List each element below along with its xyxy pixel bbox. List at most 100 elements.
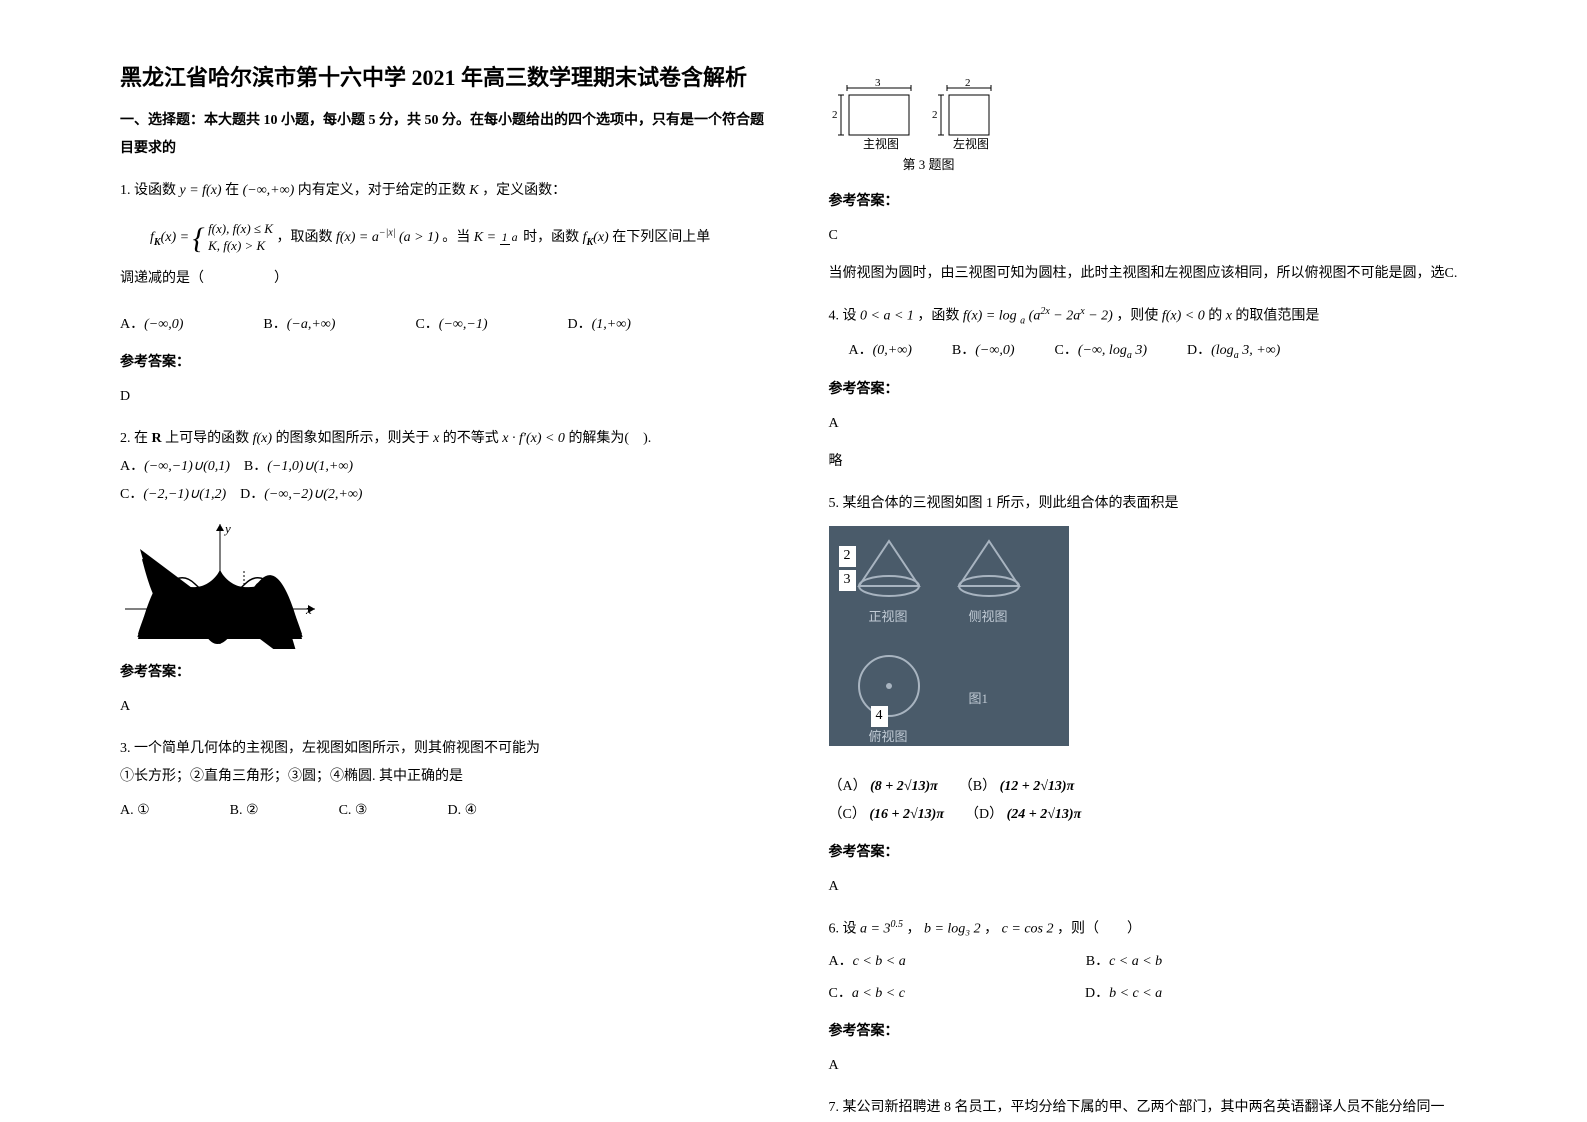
section-header: 一、选择题：本大题共 10 小题，每小题 5 分，共 50 分。在每小题给出的四… [120,107,769,163]
q5-n3: 3 [839,570,856,591]
q3-answer-label: 参考答案： [829,188,1478,216]
question-6: 6. 设 a = 30.5 ， b = log₃ 2 ， c = cos 2 ，… [829,915,1478,1080]
q4-optDa: (log [1211,343,1234,358]
q3-caption: 第 3 题图 [829,152,1029,178]
q2-tick-n2: -2 [166,613,175,625]
q2-tick-n1: -1 [190,613,199,625]
q6-answer-label: 参考答案： [829,1018,1478,1046]
q4-stem-b: ，函数 [917,309,963,324]
q6-Cl: C． [829,986,852,1001]
q1-tail-d: 在下列区间上单 [612,230,710,245]
q6-stem-b: ，则（ ） [1057,922,1141,937]
q2-optD: (−∞,−2)∪(2,+∞) [264,487,362,502]
optD-label: D． [567,317,591,332]
q4-exp1: 2x [1040,306,1049,317]
q1-piece2: K, f(x) > K [208,238,265,253]
q2-ylabel: y [223,521,231,536]
q7-stem: 7. 某公司新招聘进 8 名员工，平均分给下属的甲、乙两个部门，其中两名英语翻译… [829,1094,1478,1122]
q6-optD: b < c < a [1109,986,1162,1001]
q2-R: R [152,431,162,446]
q4-stem-c: ，则使 [1116,309,1162,324]
brace-icon: { [193,228,205,249]
page-title: 黑龙江省哈尔滨市第十六中学 2021 年高三数学理期末试卷含解析 [120,60,769,95]
q2-stem-b: 上可导的函数 [165,431,253,446]
q5-front: 正视图 [869,604,908,630]
q5-Bl: （B） [959,779,996,794]
q3-optC: C. ③ [339,797,368,825]
q2-graph: -2 -1 O 1 2 x y [120,519,769,649]
q1-fx-expr: f(x) = a [336,230,379,245]
q4-optDb: 3, +∞) [1239,343,1281,358]
q1-optC: (−∞,−1) [439,317,488,332]
q1-keq: K = [474,230,500,245]
question-3: 3. 一个简单几何体的主视图，左视图如图所示，则其俯视图不可能为 ①长方形；②直… [120,735,769,825]
q2-optD-l: D． [240,487,264,502]
q4-ineq: f(x) < 0 [1162,309,1205,324]
q1-optA: (−∞,0) [144,317,183,332]
q6-optA: c < b < a [853,954,906,969]
q2-xlabel: x [305,602,312,617]
q1-K: K [469,183,478,198]
q5-Dl: （D） [965,807,1003,822]
q4-optCa: (−∞, log [1078,343,1127,358]
q4-argt: − 2) [1085,309,1113,324]
q5-Al: （A） [829,779,867,794]
question-4: 4. 设 0 < a < 1 ，函数 f(x) = log a (a2x − 2… [829,302,1478,476]
q2-optC: (−2,−1)∪(1,2) [143,487,226,502]
q4-stem-e: 的取值范围是 [1235,309,1319,324]
q1-tail-c: 时，函数 [523,230,583,245]
q1-frac-bot: a [510,230,520,244]
q1-answer-label: 参考答案： [120,349,769,377]
question-1: 1. 设函数 y = f(x) 在 (−∞,+∞) 内有定义，对于给定的正数 K… [120,177,769,411]
q3-front-label: 主视图 [863,136,899,150]
q3-line2: ①长方形；②直角三角形；③圆；④椭圆. 其中正确的是 [120,763,769,791]
q3-diagram: 3 2 2 2 主视图 左视图 第 3 题图 [829,70,1478,178]
q4-Al: A． [849,343,873,358]
q1-piece1: f(x), f(x) ≤ K [208,221,273,236]
q5-optD: (24 + 2√13)π [1007,807,1082,822]
q4-answer: A [829,410,1478,438]
q5-top: 俯视图 [869,724,908,750]
q6-Al: A． [829,954,853,969]
q1-x: (x) = [161,230,193,245]
q4-x: x [1226,309,1232,324]
q3-h2: 2 [932,109,938,121]
q4-Cl: C． [1055,343,1078,358]
q6-b: b = log₃ 2 [924,922,981,937]
q1-interval: (−∞,+∞) [243,183,295,198]
q6-a: a = 3 [860,922,890,937]
q6-Bl: B． [1086,954,1109,969]
q2-optC-l: C． [120,487,143,502]
q2-answer: A [120,693,769,721]
q6-answer: A [829,1052,1478,1080]
q1-formula: fK(x) = { f(x), f(x) ≤ K K, f(x) > K ，取函… [150,221,769,255]
q2-stem-c: 的图象如图所示，则关于 [276,431,434,446]
q2-answer-label: 参考答案： [120,659,769,687]
q6-Dl: D． [1085,986,1109,1001]
optB-label: B． [263,317,286,332]
q2-optB: (−1,0)∪(1,+∞) [267,459,353,474]
optA-label: A． [120,317,144,332]
q3-optD: D. ④ [447,797,477,825]
q3-answer: C [829,222,1478,250]
q2-stem-d: 的不等式 [443,431,503,446]
q1-yfx: y = f(x) [180,183,222,198]
q1-optB: (−a,+∞) [287,317,336,332]
q2-stem-e: 的解集为( ). [568,431,651,446]
question-7: 7. 某公司新招聘进 8 名员工，平均分给下属的甲、乙两个部门，其中两名英语翻译… [829,1094,1478,1122]
q1-subK: K [154,237,161,248]
q5-answer: A [829,873,1478,901]
q2-optA: (−∞,−1)∪(0,1) [144,459,230,474]
q2-tick-1: 1 [242,613,248,625]
q4-optA: (0,+∞) [873,343,912,358]
q5-optC: (16 + 2√13)π [869,807,944,822]
q1-answer: D [120,383,769,411]
q1-stem-a: 1. 设函数 [120,183,180,198]
q6-optB: c < a < b [1109,954,1162,969]
question-2: 2. 在 R 上可导的函数 f(x) 的图象如图所示，则关于 x 的不等式 x … [120,425,769,721]
q1-exp: −|x| [379,228,396,239]
q2-x: x [433,431,439,446]
q6-aexp: 0.5 [890,919,903,930]
q1-frac-top: 1 [500,230,510,245]
q1-tail-a: ，取函数 [276,230,336,245]
